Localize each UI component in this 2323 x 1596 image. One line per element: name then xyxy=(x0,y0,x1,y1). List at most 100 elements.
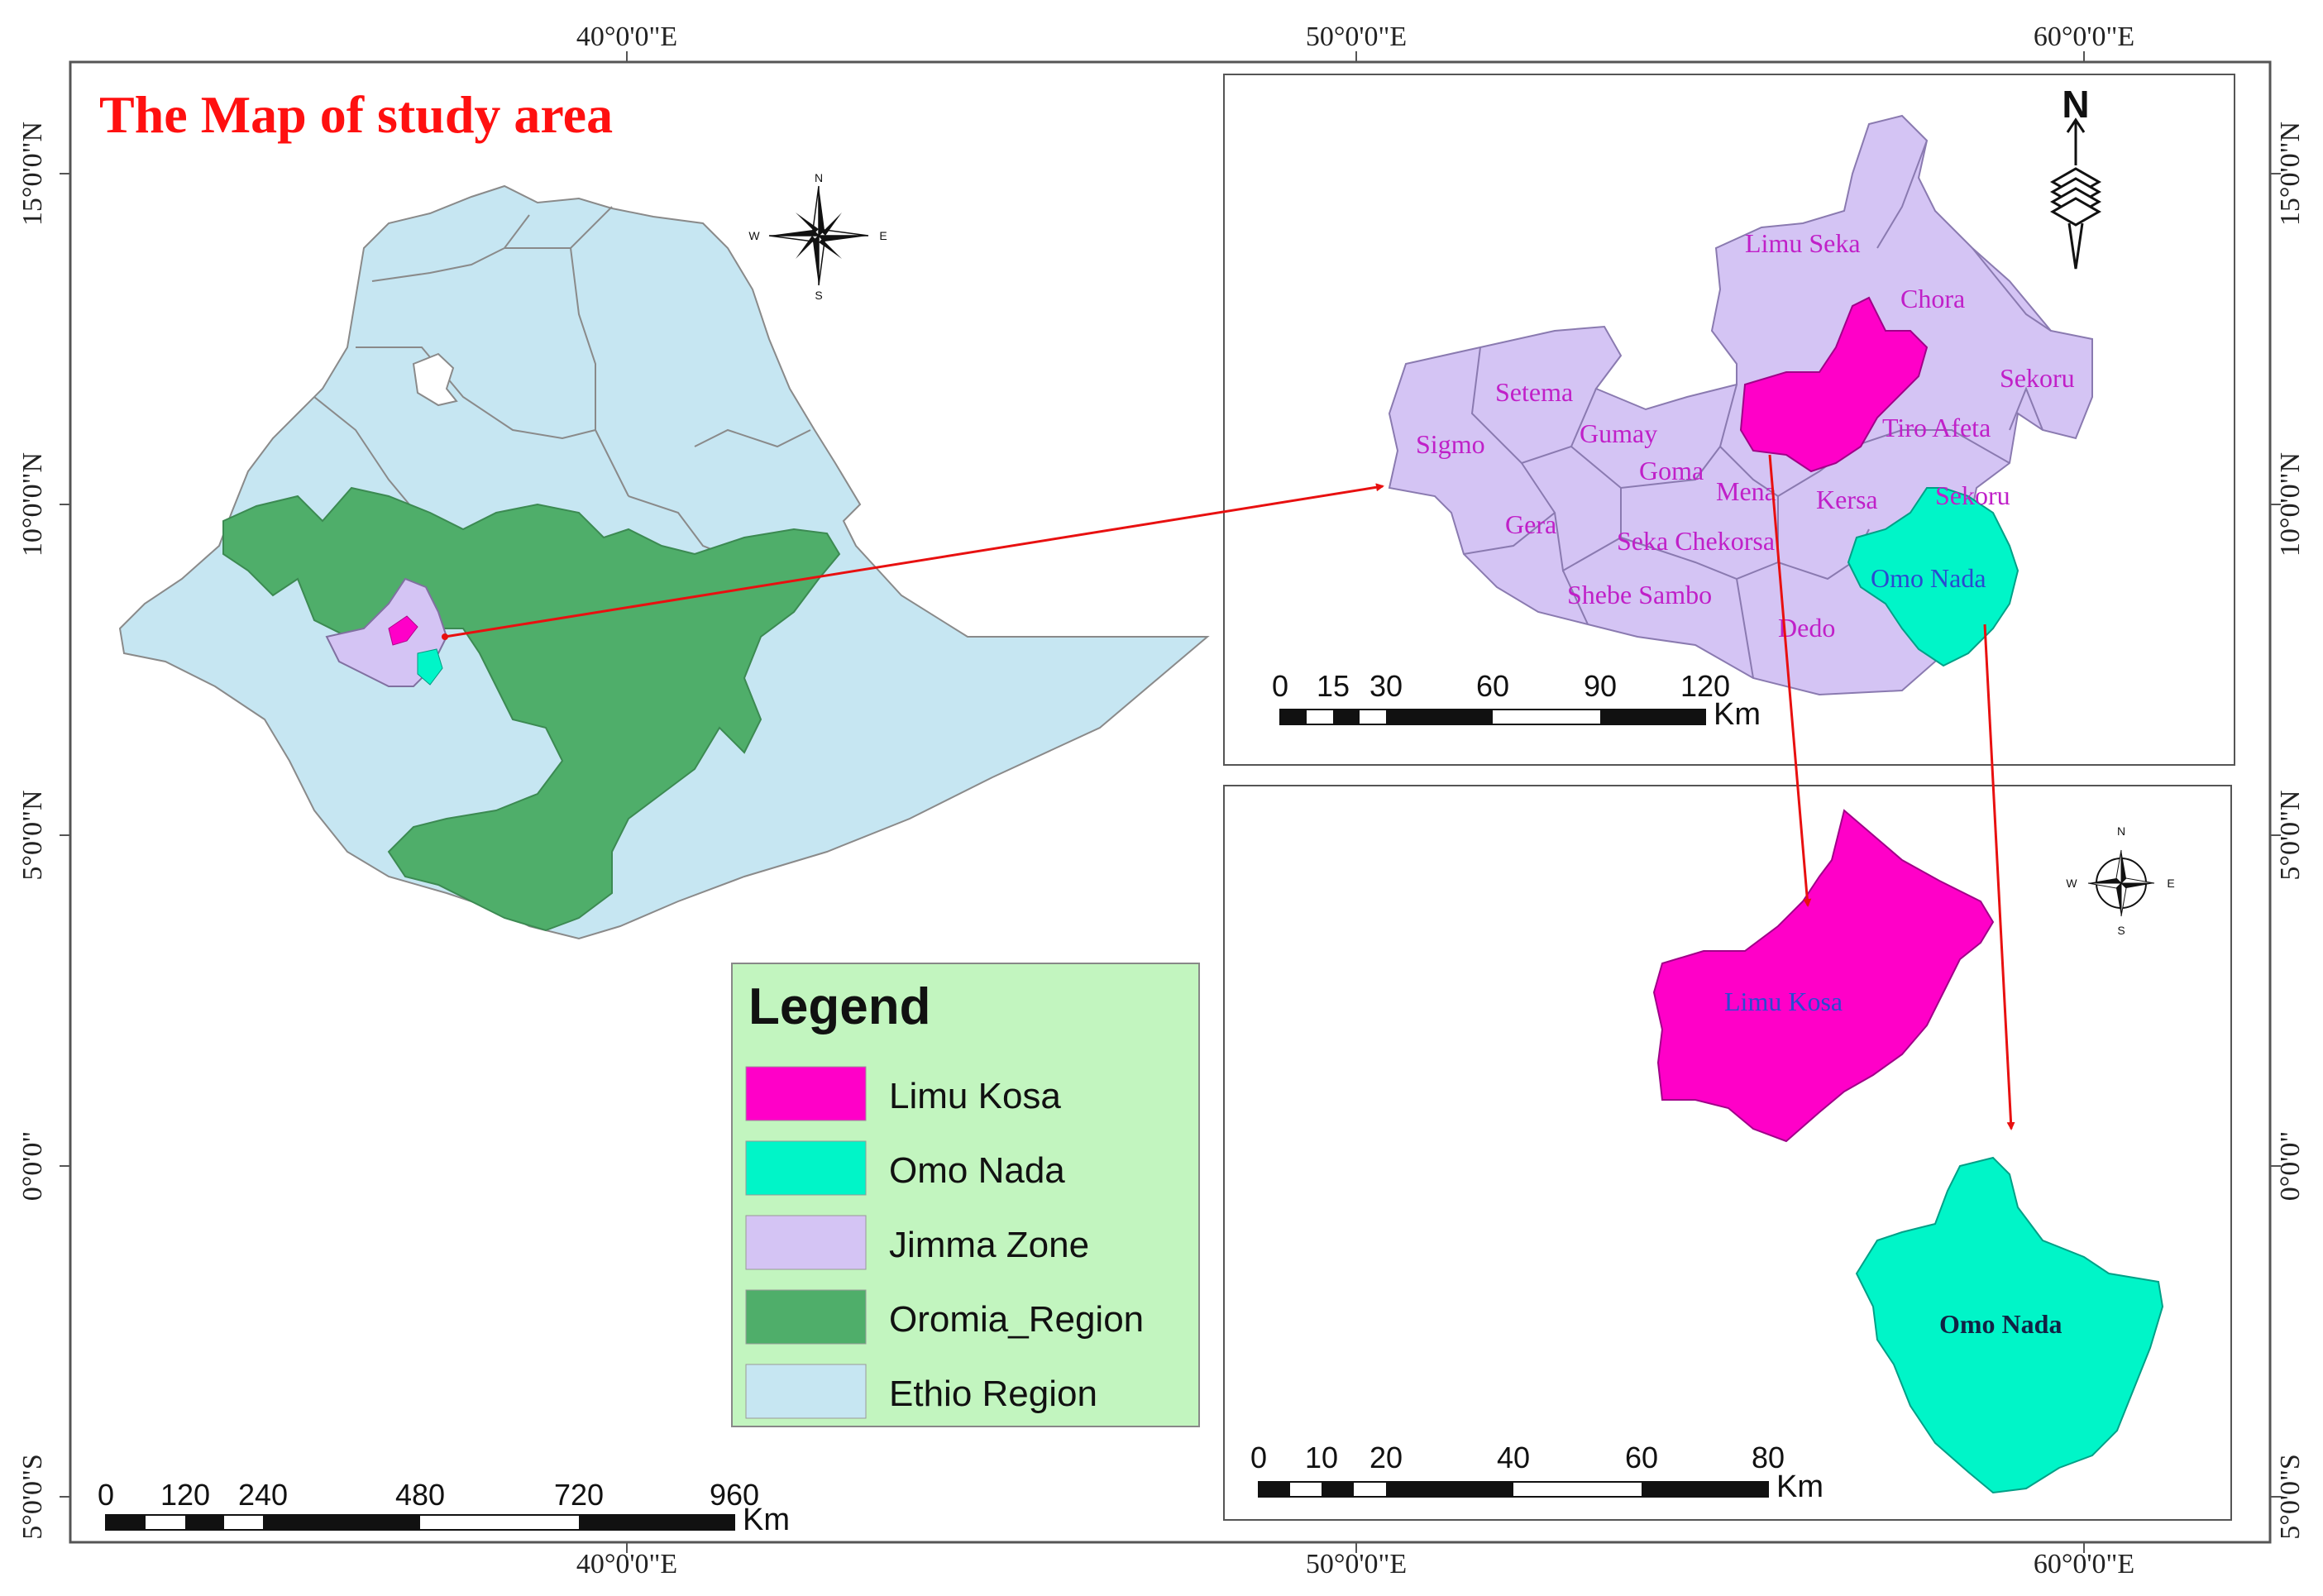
legend-swatch-limu-kosa xyxy=(745,1066,867,1121)
left-lat-10n: 10°0'0"N xyxy=(17,452,48,557)
top-lon-50: 50°0'0"E xyxy=(1306,22,1407,52)
compass-inset-e: E xyxy=(2167,877,2174,890)
legend-label-limu-kosa: Limu Kosa xyxy=(889,1076,1061,1116)
inset-label-omo-nada: Omo Nada xyxy=(1939,1309,2062,1339)
top-lon-40: 40°0'0"E xyxy=(576,22,677,52)
label-goma: Goma xyxy=(1639,456,1704,485)
compass-eth-n: N xyxy=(815,171,823,184)
compass-rose-inset xyxy=(2087,849,2155,917)
compass-inset-n: N xyxy=(2117,824,2125,838)
label-sigmo: Sigmo xyxy=(1416,429,1485,459)
scale-eth-tick-5: 960 xyxy=(710,1478,759,1512)
connector-arrows xyxy=(444,454,2015,1130)
right-lat-5n: 5°0'0"N xyxy=(2275,790,2306,880)
scale-ins-unit: Km xyxy=(1776,1469,1824,1504)
inset-label-limu-kosa: Limu Kosa xyxy=(1724,987,1843,1016)
scale-eth-tick-3: 480 xyxy=(395,1478,445,1512)
scale-eth-unit: Km xyxy=(743,1503,790,1537)
right-lat-5s: 5°0'0"S xyxy=(2275,1454,2306,1540)
scalebar-jimma: 0 15 30 60 90 120 Km xyxy=(1272,669,1761,732)
arrow-limu-kosa-to-inset xyxy=(1768,454,1812,907)
legend-swatch-oromia-region xyxy=(745,1289,867,1345)
arrow-omo-nada-to-inset xyxy=(1983,624,2015,1130)
enclave-shape xyxy=(412,352,458,407)
legend-label-jimma-zone: Jimma Zone xyxy=(889,1225,1089,1265)
label-sekoru-ne: Sekoru xyxy=(2000,363,2075,393)
scale-ins-tick-1: 10 xyxy=(1305,1441,1338,1474)
legend-label-ethio-region: Ethio Region xyxy=(889,1374,1097,1414)
limu-kosa-inset-shape xyxy=(1652,809,1995,1143)
legend-swatch-ethio-region xyxy=(745,1364,867,1419)
compass-eth-e: E xyxy=(879,229,887,242)
label-setema: Setema xyxy=(1495,377,1573,407)
inset-map: Limu Kosa Omo Nada xyxy=(1652,809,2164,1494)
scale-ins-tick-0: 0 xyxy=(1250,1441,1267,1474)
arrow-ethiopia-to-jimma xyxy=(444,483,1384,638)
map-title: The Map of study area xyxy=(99,85,613,144)
right-lat-10n: 10°0'0"N xyxy=(2275,452,2306,557)
right-lat-15n: 15°0'0"N xyxy=(2275,122,2306,226)
label-seka-chekorsa: Seka Chekorsa xyxy=(1617,526,1775,556)
bottom-lon-60: 60°0'0"E xyxy=(2034,1549,2134,1579)
label-shebe-sambo: Shebe Sambo xyxy=(1567,580,1712,609)
jimma-zone-map xyxy=(1388,114,2093,696)
compass-inset-w: W xyxy=(2066,877,2077,890)
ethiopia-map: N S E W xyxy=(118,171,1210,940)
label-chora: Chora xyxy=(1900,284,1965,313)
legend-label-omo-nada: Omo Nada xyxy=(889,1150,1065,1191)
label-dedo: Dedo xyxy=(1778,613,1835,643)
outer-map-frame xyxy=(69,60,2272,1544)
limu-kosa-shape xyxy=(1739,296,1929,473)
legend: Legend Limu Kosa Omo Nada Jimma Zone Oro… xyxy=(731,963,1200,1427)
scale-ins-tick-4: 60 xyxy=(1625,1441,1658,1474)
scalebar-inset: 0 10 20 40 60 80 Km xyxy=(1250,1441,1824,1504)
left-lat-0: 0°0'0" xyxy=(17,1131,48,1202)
scale-jim-tick-2: 30 xyxy=(1369,669,1403,703)
legend-title: Legend xyxy=(748,978,930,1035)
compass-eth-s: S xyxy=(815,289,822,302)
left-lat-5n: 5°0'0"N xyxy=(17,790,48,880)
omo-nada-small xyxy=(417,648,443,686)
left-lat-5s: 5°0'0"S xyxy=(17,1454,48,1540)
district-labels: Limu Seka Chora Sekoru Setema Sigmo Guma… xyxy=(1416,228,2075,643)
top-lon-60: 60°0'0"E xyxy=(2034,22,2134,52)
label-gera: Gera xyxy=(1505,509,1556,539)
label-limu-seka: Limu Seka xyxy=(1745,228,1861,258)
label-omo-nada-district: Omo Nada xyxy=(1871,563,1986,593)
scale-ins-tick-3: 40 xyxy=(1497,1441,1530,1474)
scale-jim-tick-1: 15 xyxy=(1317,669,1350,703)
scale-eth-tick-1: 120 xyxy=(160,1478,210,1512)
right-lat-0: 0°0'0" xyxy=(2275,1131,2306,1202)
omo-nada-shape xyxy=(1847,487,2019,667)
scale-eth-tick-2: 240 xyxy=(238,1478,288,1512)
bottom-lon-40: 40°0'0"E xyxy=(576,1549,677,1579)
bottom-lon-50: 50°0'0"E xyxy=(1306,1549,1407,1579)
scalebar-ethiopia: 0 120 240 480 720 960 Km xyxy=(98,1478,790,1537)
label-mena: Mena xyxy=(1716,476,1776,506)
scale-ins-tick-2: 20 xyxy=(1369,1441,1403,1474)
scale-eth-tick-0: 0 xyxy=(98,1478,114,1512)
scale-jim-tick-0: 0 xyxy=(1272,669,1288,703)
legend-swatch-omo-nada xyxy=(745,1140,867,1196)
legend-swatch-jimma-zone xyxy=(745,1215,867,1270)
north-arrow-layers-icon: N xyxy=(2049,83,2102,270)
scale-jim-unit: Km xyxy=(1714,697,1761,732)
left-lat-15n: 15°0'0"N xyxy=(17,122,48,226)
label-kersa: Kersa xyxy=(1816,485,1878,514)
scale-jim-tick-5: 120 xyxy=(1680,669,1730,703)
label-tiro-afeta: Tiro Afeta xyxy=(1882,413,1991,442)
scale-ins-tick-5: 80 xyxy=(1752,1441,1785,1474)
scale-jim-tick-4: 90 xyxy=(1584,669,1617,703)
omo-nada-inset-shape xyxy=(1855,1156,2164,1494)
compass-rose-ethiopia xyxy=(768,185,869,286)
compass-inset-s: S xyxy=(2117,924,2125,937)
label-sekoru-e: Sekoru xyxy=(1935,480,2010,510)
frame-ticks xyxy=(60,51,2281,1553)
legend-label-oromia-region: Oromia_Region xyxy=(889,1299,1144,1340)
scale-eth-tick-4: 720 xyxy=(554,1478,604,1512)
scale-jim-tick-3: 60 xyxy=(1476,669,1509,703)
label-gumay: Gumay xyxy=(1580,418,1657,448)
compass-eth-w: W xyxy=(748,229,760,242)
north-arrow-n: N xyxy=(2062,83,2089,126)
